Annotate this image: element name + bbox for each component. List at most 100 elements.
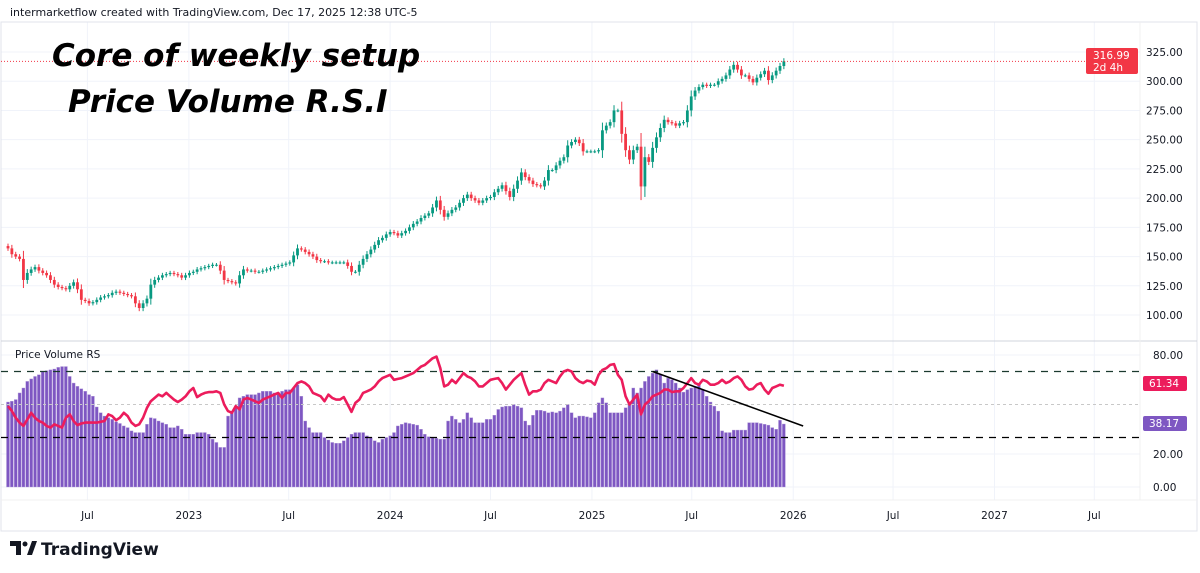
candle[interactable] [396, 230, 400, 238]
candle[interactable] [658, 123, 662, 142]
candle[interactable] [624, 127, 627, 157]
candle[interactable] [404, 228, 407, 236]
candle[interactable] [29, 266, 33, 276]
candle[interactable] [369, 246, 373, 258]
candle[interactable] [392, 229, 396, 236]
candle[interactable] [126, 291, 130, 298]
candle[interactable] [296, 244, 299, 260]
candle[interactable] [269, 266, 272, 272]
candle[interactable] [261, 268, 265, 274]
candle[interactable] [222, 266, 226, 285]
candle[interactable] [500, 182, 504, 192]
candle[interactable] [612, 105, 616, 128]
candle[interactable] [469, 191, 473, 201]
candle[interactable] [203, 264, 207, 271]
candle[interactable] [195, 266, 199, 275]
annotation-line-1[interactable]: Core of weekly setup [52, 38, 420, 74]
candle[interactable] [18, 254, 21, 262]
candle[interactable] [709, 82, 712, 89]
candle[interactable] [616, 108, 620, 113]
candle[interactable] [411, 221, 415, 231]
candle[interactable] [45, 270, 48, 278]
candle[interactable] [720, 76, 724, 84]
price-pane[interactable] [1, 58, 1086, 312]
candle[interactable] [462, 194, 465, 206]
candle[interactable] [153, 276, 157, 288]
indicator-title[interactable]: Price Volume RS [15, 349, 101, 361]
candle[interactable] [6, 243, 10, 251]
candle[interactable] [365, 251, 369, 263]
candle[interactable] [211, 262, 214, 269]
candle[interactable] [319, 257, 323, 264]
candle[interactable] [130, 293, 133, 299]
candle[interactable] [72, 279, 76, 289]
candle[interactable] [207, 263, 211, 270]
candle[interactable] [435, 196, 438, 212]
candle[interactable] [103, 294, 106, 300]
candle[interactable] [280, 262, 284, 269]
candle[interactable] [176, 272, 180, 278]
candle[interactable] [531, 177, 535, 187]
candle[interactable] [288, 260, 292, 266]
candle[interactable] [570, 139, 573, 149]
candle[interactable] [782, 58, 786, 70]
candle[interactable] [535, 181, 539, 188]
candle[interactable] [697, 84, 701, 94]
candle[interactable] [712, 82, 716, 87]
candle[interactable] [732, 61, 736, 73]
candle[interactable] [330, 260, 334, 265]
candle[interactable] [454, 205, 458, 213]
candle[interactable] [145, 295, 149, 307]
candle[interactable] [49, 272, 52, 284]
candle[interactable] [184, 272, 187, 281]
candle[interactable] [56, 282, 60, 290]
candle[interactable] [334, 260, 338, 265]
candle[interactable] [83, 297, 87, 304]
candle[interactable] [346, 259, 350, 269]
candle[interactable] [666, 117, 670, 125]
candle[interactable] [423, 213, 427, 221]
candle[interactable] [299, 246, 303, 252]
candle[interactable] [639, 133, 643, 201]
candle[interactable] [647, 154, 651, 166]
candle[interactable] [188, 270, 191, 278]
candle[interactable] [110, 290, 114, 298]
candle[interactable] [759, 71, 763, 81]
candle[interactable] [10, 244, 14, 258]
candle[interactable] [238, 271, 241, 288]
candle[interactable] [481, 198, 485, 206]
candle[interactable] [60, 284, 64, 291]
candle[interactable] [767, 66, 770, 85]
candle[interactable] [751, 76, 755, 86]
candle[interactable] [574, 137, 577, 145]
candle[interactable] [161, 272, 164, 281]
candle[interactable] [64, 286, 68, 292]
candle[interactable] [384, 231, 388, 241]
candle[interactable] [635, 143, 639, 154]
candle[interactable] [442, 205, 446, 221]
candle[interactable] [755, 74, 759, 86]
candle[interactable] [473, 195, 477, 203]
candle[interactable] [373, 241, 377, 253]
candle[interactable] [547, 165, 550, 186]
candle[interactable] [292, 251, 296, 267]
candle[interactable] [242, 265, 245, 279]
candle[interactable] [446, 210, 450, 220]
candle[interactable] [743, 73, 747, 78]
candle[interactable] [415, 219, 419, 227]
candle[interactable] [593, 149, 597, 154]
candle[interactable] [41, 268, 45, 276]
candle[interactable] [527, 174, 531, 184]
candle[interactable] [76, 278, 79, 294]
candle[interactable] [489, 194, 492, 201]
candle[interactable] [496, 185, 500, 196]
candle[interactable] [477, 198, 481, 206]
candle[interactable] [326, 259, 330, 265]
candle[interactable] [168, 270, 172, 277]
candle[interactable] [693, 87, 697, 100]
candle[interactable] [226, 277, 230, 284]
candle[interactable] [604, 122, 608, 134]
candle[interactable] [215, 263, 218, 267]
candle[interactable] [747, 72, 751, 82]
candle[interactable] [87, 298, 91, 306]
